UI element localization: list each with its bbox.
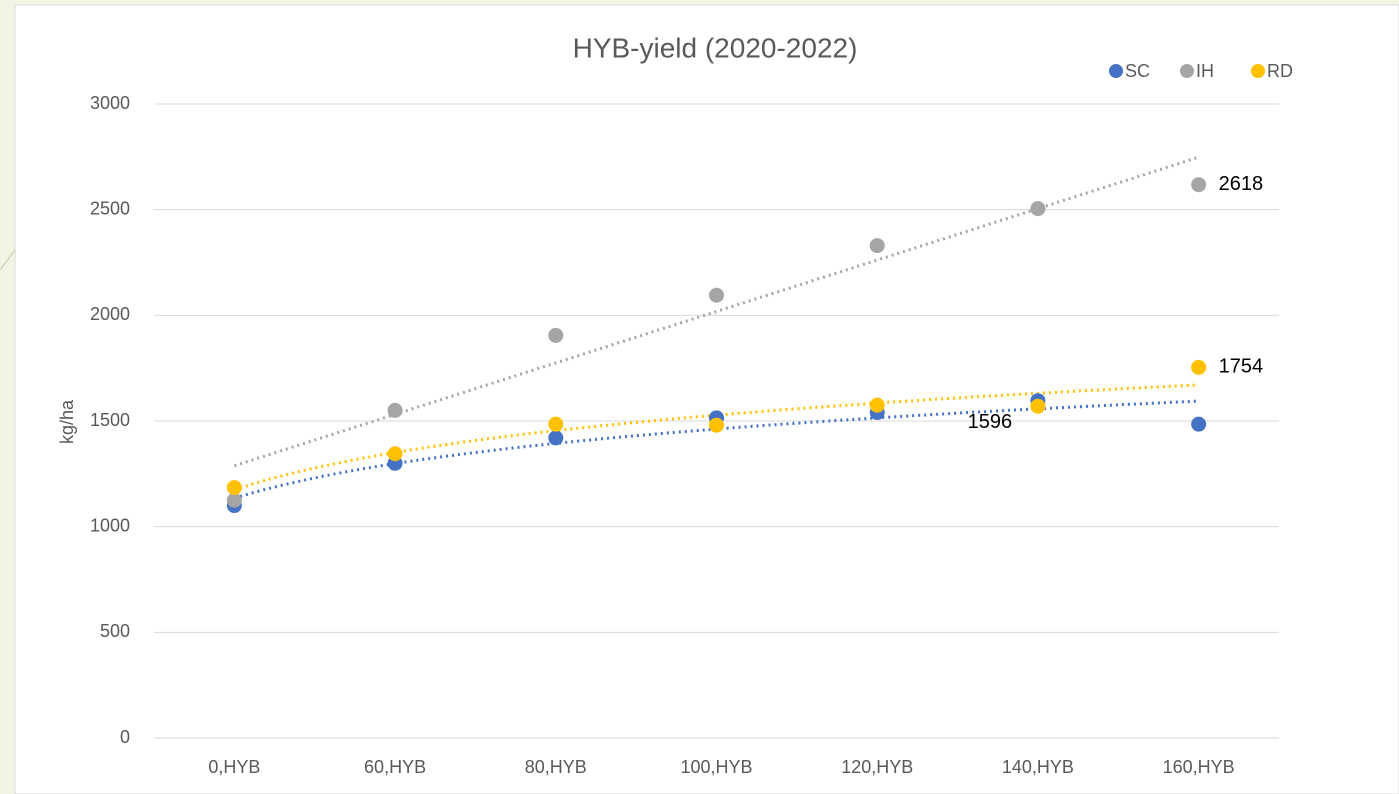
y-tick-label: 2000 (90, 304, 130, 324)
point (709, 287, 724, 303)
y-tick-label: 1000 (90, 515, 130, 535)
x-tick-label: 0,HYB (208, 757, 260, 777)
point (1030, 201, 1046, 217)
point (387, 402, 403, 418)
x-tick-label: 160,HYB (1163, 757, 1235, 777)
point (1191, 177, 1207, 193)
data-label: 1596 (968, 411, 1013, 433)
legend-marker (1180, 64, 1194, 78)
point (226, 492, 242, 508)
legend-marker (1251, 64, 1265, 78)
y-tick-label: 0 (120, 727, 130, 747)
legend-label: SC (1125, 61, 1150, 81)
y-axis-label: kg/ha (57, 399, 77, 444)
x-tick-label: 120,HYB (841, 757, 913, 777)
chart-area (14, 4, 1399, 794)
y-tick-label: 1500 (90, 410, 130, 430)
point (387, 446, 403, 462)
point (548, 327, 564, 343)
x-tick-label: 80,HYB (525, 757, 587, 777)
legend-label: IH (1196, 61, 1214, 81)
legend-label: RD (1267, 61, 1293, 81)
data-label: 2618 (1219, 173, 1264, 195)
point (869, 238, 885, 254)
point (709, 417, 724, 433)
point (226, 480, 242, 496)
point (548, 430, 564, 446)
x-tick-label: 140,HYB (1002, 757, 1074, 777)
y-tick-label: 500 (100, 621, 130, 641)
legend-marker (1109, 64, 1123, 78)
data-label: 1754 (1219, 356, 1264, 378)
x-tick-label: 100,HYB (680, 757, 752, 777)
y-tick-label: 2500 (90, 198, 130, 218)
point (1030, 398, 1046, 414)
point (1191, 359, 1207, 375)
decoration (0, 249, 16, 271)
x-tick-label: 60,HYB (364, 757, 426, 777)
point (869, 397, 885, 413)
chart-title: HYB-yield (2020-2022) (573, 32, 858, 63)
y-tick-label: 3000 (90, 93, 130, 113)
point (1191, 416, 1207, 432)
point (548, 416, 564, 432)
